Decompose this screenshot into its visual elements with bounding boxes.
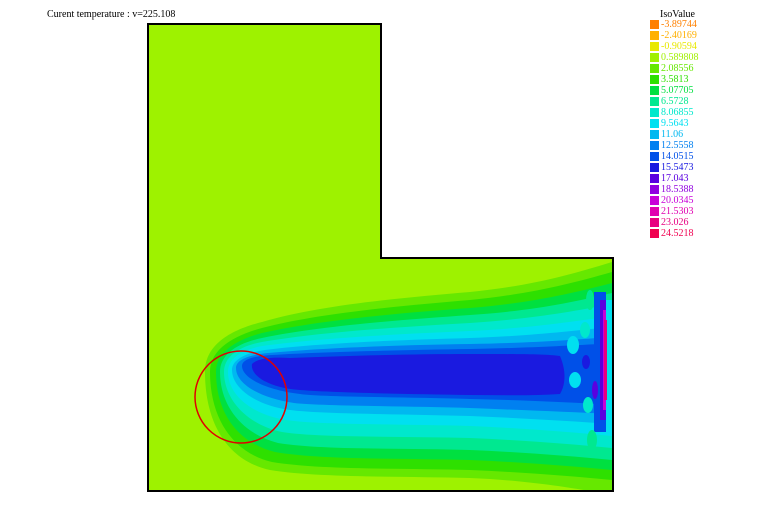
legend-swatch [650,185,659,194]
legend-entry: 0.589808 [650,52,750,63]
legend-label: 24.5218 [661,227,694,239]
legend-swatch [650,31,659,40]
legend-entry: 6.5728 [650,96,750,107]
legend-label: 18.5388 [661,183,694,195]
legend-entry: 21.5303 [650,206,750,217]
legend-entry: 20.0345 [650,195,750,206]
legend-swatch [650,20,659,29]
legend-label: 12.5558 [661,139,694,151]
legend-label: 14.0515 [661,150,694,162]
domain-outline [147,23,614,492]
contour-band-11 [251,354,565,396]
legend-title: IsoValue [660,9,695,20]
legend-swatch [650,141,659,150]
legend-label: 17.043 [661,172,689,184]
legend-label: 23.026 [661,216,689,228]
legend-swatch [650,119,659,128]
legend-entry: -3.89744 [650,19,750,30]
legend-entry: 12.5558 [650,140,750,151]
heat-source-circle [194,350,288,444]
legend-swatch [650,64,659,73]
legend-swatch [650,174,659,183]
legend-label: 21.5303 [661,205,694,217]
legend-swatch [650,229,659,238]
legend-swatch [650,53,659,62]
legend-entry: 23.026 [650,217,750,228]
legend-entry: 15.5473 [650,162,750,173]
plot-title: Curent temperature : v=225.108 [47,9,176,20]
legend-swatch [650,152,659,161]
legend-label: 11.06 [661,128,684,140]
legend-swatch [650,196,659,205]
legend-swatch [650,163,659,172]
legend-swatch [650,42,659,51]
legend-label: 6.5728 [661,95,689,107]
legend-swatch [650,75,659,84]
legend-entry: -0.90594 [650,41,750,52]
legend-entry: 14.0515 [650,151,750,162]
legend-label: 9.5643 [661,117,689,129]
legend-label: 3.5813 [661,73,689,85]
legend: IsoValue -3.89744 -2.40169 -0.90594 0.58980… [650,10,750,239]
legend-label: 8.06855 [661,106,694,118]
legend-entry: 2.08556 [650,63,750,74]
legend-entry: 9.5643 [650,118,750,129]
wall-oscillations [567,290,613,450]
legend-entry: 8.06855 [650,107,750,118]
legend-label: -3.89744 [661,18,697,30]
legend-label: -2.40169 [661,29,697,41]
legend-entry: 24.5218 [650,228,750,239]
legend-label: 2.08556 [661,62,694,74]
legend-entry: 11.06 [650,129,750,140]
legend-swatch [650,130,659,139]
legend-label: 0.589808 [661,51,699,63]
legend-entry: -2.40169 [650,30,750,41]
legend-entry: 17.043 [650,173,750,184]
legend-label: -0.90594 [661,40,697,52]
legend-entry: 5.07705 [650,85,750,96]
contour-field [148,24,613,491]
legend-label: 20.0345 [661,194,694,206]
legend-label: 15.5473 [661,161,694,173]
legend-swatch [650,218,659,227]
legend-swatch [650,97,659,106]
legend-label: 5.07705 [661,84,694,96]
legend-entry: 18.5388 [650,184,750,195]
legend-swatch [650,207,659,216]
legend-swatch [650,86,659,95]
legend-entries: -3.89744 -2.40169 -0.90594 0.589808 2.08556 3… [650,19,750,239]
legend-swatch [650,108,659,117]
legend-entry: 3.5813 [650,74,750,85]
